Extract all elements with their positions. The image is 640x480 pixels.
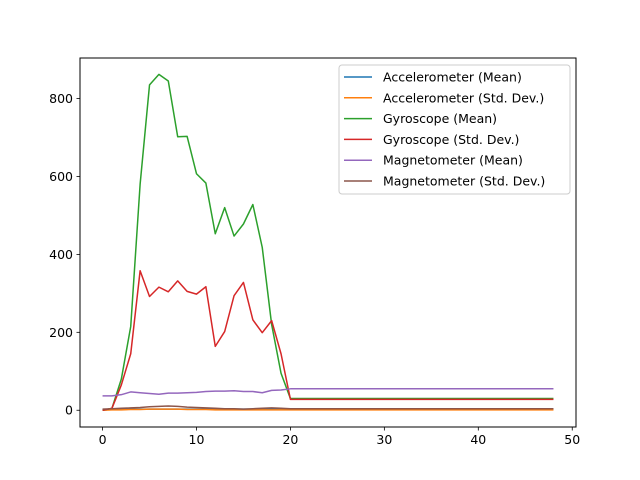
x-tick-label: 50 bbox=[564, 432, 580, 447]
legend-label: Gyroscope (Mean) bbox=[383, 111, 497, 126]
legend-box bbox=[338, 64, 571, 195]
y-tick-label: 0 bbox=[65, 403, 73, 418]
series-layer bbox=[102, 73, 554, 411]
legend-label: Accelerometer (Std. Dev.) bbox=[383, 90, 544, 105]
x-tick-label: 20 bbox=[282, 432, 298, 447]
y-axis: 0 200 400 600 800 bbox=[49, 91, 80, 418]
plot-frame bbox=[79, 57, 577, 428]
x-tick-label: 0 bbox=[99, 432, 107, 447]
legend-label: Gyroscope (Std. Dev.) bbox=[383, 132, 519, 147]
x-tick-label: 40 bbox=[470, 432, 486, 447]
x-tick-label: 30 bbox=[376, 432, 392, 447]
series-line-5 bbox=[102, 405, 554, 410]
y-tick-label: 400 bbox=[49, 247, 73, 262]
legend-label: Magnetometer (Mean) bbox=[383, 153, 523, 168]
legend-label: Magnetometer (Std. Dev.) bbox=[383, 174, 545, 189]
series-line-3 bbox=[102, 270, 554, 411]
y-tick-label: 600 bbox=[49, 169, 73, 184]
legend: Accelerometer (Mean) Accelerometer (Std. … bbox=[338, 64, 571, 195]
legend-items: Accelerometer (Mean) Accelerometer (Std. … bbox=[344, 70, 545, 189]
x-axis: 0 10 20 30 40 50 bbox=[99, 427, 580, 447]
series-line-1 bbox=[102, 408, 554, 411]
y-tick-label: 800 bbox=[49, 91, 73, 106]
series-line-2 bbox=[102, 73, 554, 411]
y-tick-label: 200 bbox=[49, 325, 73, 340]
x-tick-label: 10 bbox=[189, 432, 205, 447]
legend-label: Accelerometer (Mean) bbox=[383, 70, 522, 85]
series-line-4 bbox=[102, 388, 554, 397]
